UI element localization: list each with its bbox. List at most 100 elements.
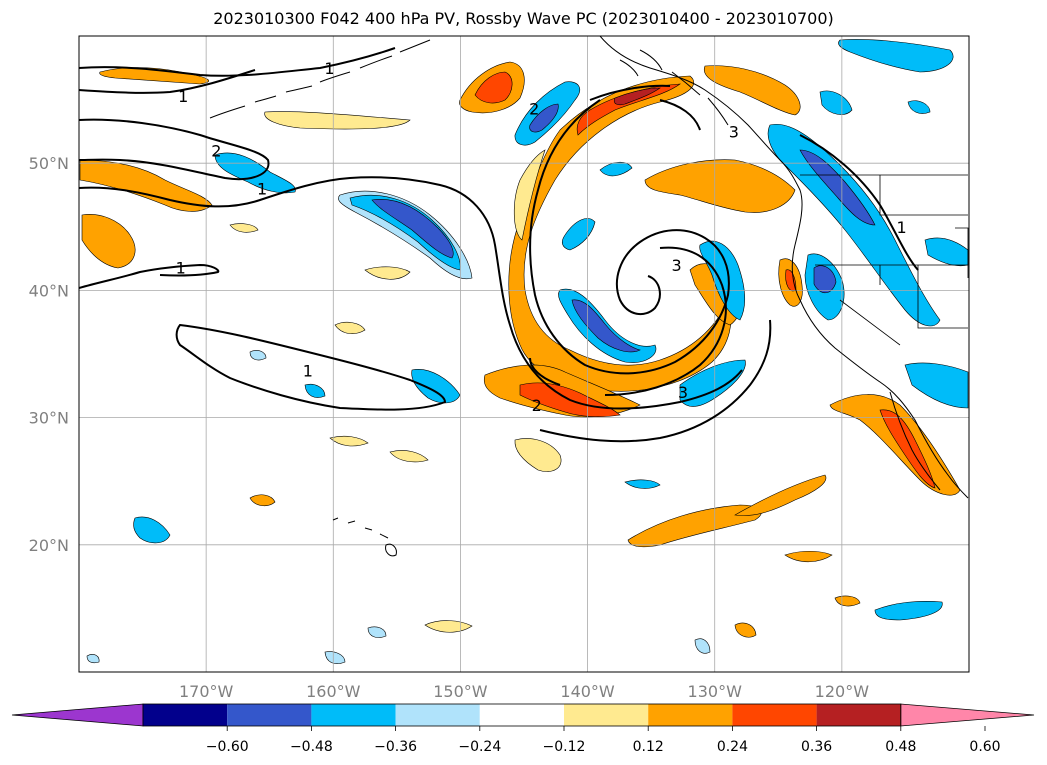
anomaly-nw-blue-core bbox=[529, 103, 559, 133]
anomaly-se-small-3 bbox=[734, 622, 757, 638]
pv-contours bbox=[79, 47, 919, 443]
contour-label: 3 bbox=[729, 122, 739, 141]
colorbar-segment bbox=[648, 704, 733, 726]
pv-contour-2-spiral bbox=[529, 84, 730, 375]
colorbar-extend-high bbox=[900, 703, 1035, 727]
contour-label: 2 bbox=[532, 396, 542, 415]
anomaly-arm-spiral bbox=[508, 75, 732, 392]
colorbar-tick-label: −0.48 bbox=[290, 739, 333, 755]
lon-tick-label: 170°W bbox=[179, 682, 234, 701]
pv-contour-2-south bbox=[539, 319, 772, 443]
contour-label: 3 bbox=[671, 256, 681, 275]
anomaly-arm-spiral-max bbox=[613, 87, 661, 106]
anomaly-mid-blue bbox=[561, 218, 596, 251]
anomaly-se-small-1 bbox=[784, 550, 833, 563]
map-gridlines bbox=[79, 36, 969, 672]
colorbar-segment bbox=[227, 704, 312, 726]
lon-tick-label: 150°W bbox=[433, 682, 488, 701]
anomaly-central-blue-3 bbox=[371, 199, 454, 259]
lat-tick-label: 30°N bbox=[29, 409, 69, 428]
contour-label: 2 bbox=[211, 141, 221, 160]
pv-contour-1-west bbox=[79, 176, 743, 410]
anomaly-ne-blue-2 bbox=[819, 90, 853, 115]
anomaly-west-blue-3 bbox=[304, 383, 326, 398]
anomaly-yellow-8 bbox=[424, 620, 473, 633]
aleutian-islands bbox=[209, 39, 431, 119]
baja-peninsula bbox=[889, 391, 941, 491]
anomaly-yellow-2 bbox=[229, 223, 259, 233]
pv-contour-1-north bbox=[79, 47, 396, 77]
anomaly-se-band-2 bbox=[734, 474, 827, 516]
anomaly-west-edge bbox=[81, 214, 136, 269]
anomaly-ne-blue bbox=[838, 39, 954, 73]
anomaly-west-blue-1 bbox=[214, 152, 296, 194]
lat-tick-label: 20°N bbox=[29, 536, 69, 555]
contour-labels: 1 1 2 1 1 1 2 3 3 2 3 1 bbox=[176, 59, 907, 415]
anomaly-pale-1 bbox=[249, 350, 267, 361]
colorbar-tick-label: 0.36 bbox=[801, 739, 832, 755]
map-frame bbox=[78, 35, 970, 673]
anomaly-small-blue-b bbox=[624, 479, 661, 489]
contour-label: 1 bbox=[897, 218, 907, 237]
anomaly-ne-strip bbox=[703, 65, 801, 116]
pv-contour-1-south-loop bbox=[175, 323, 447, 411]
negative-anomaly-fills bbox=[86, 39, 969, 664]
contour-label: 1 bbox=[176, 259, 186, 278]
anomaly-yellow-4 bbox=[364, 266, 411, 280]
anomaly-ne-blue-3 bbox=[907, 100, 931, 114]
colorbar-segment bbox=[479, 704, 564, 726]
pv-contour-3-north bbox=[659, 99, 701, 131]
contour-label: 1 bbox=[324, 59, 334, 78]
anomaly-ne-blue-4 bbox=[924, 237, 969, 267]
anomaly-yellow-7 bbox=[514, 438, 562, 472]
colorbar-tick-label: 0.12 bbox=[633, 739, 664, 755]
contour-label: 1 bbox=[303, 362, 313, 381]
map-title: 2023010300 F042 400 hPa PV, Rossby Wave … bbox=[213, 9, 834, 28]
axis-labels: 170°W 160°W 150°W 140°W 130°W 120°W 20°N 30°N 40… bbox=[29, 154, 870, 701]
anomaly-pale-5 bbox=[86, 654, 100, 664]
lat-tick-label: 50°N bbox=[29, 154, 69, 173]
anomaly-yellow-1 bbox=[264, 111, 411, 130]
lon-tick-label: 120°W bbox=[815, 682, 870, 701]
anomaly-orange-9 bbox=[249, 494, 276, 507]
anomaly-east-blue-lower bbox=[679, 359, 746, 407]
colorbar-tick-label: −0.24 bbox=[458, 739, 501, 755]
contour-label: 3 bbox=[678, 383, 688, 402]
anomaly-yellow-6 bbox=[389, 450, 429, 463]
anomaly-small-blue-a bbox=[599, 161, 633, 177]
anomaly-aleutian-red-core bbox=[474, 71, 513, 104]
anomaly-baja-core bbox=[879, 409, 936, 489]
anomaly-se-small-2 bbox=[834, 595, 861, 607]
north-america-coastline bbox=[599, 36, 969, 499]
anomaly-se-coast-blue bbox=[904, 362, 969, 409]
colorbar: −0.60 −0.48 −0.36 −0.24 −0.12 0.12 0.24 0.36 0.4… bbox=[11, 703, 1035, 755]
colorbar-tick-label: −0.60 bbox=[206, 739, 249, 755]
colorbar-segment bbox=[564, 704, 649, 726]
colorbar-tick-label: 0.24 bbox=[717, 739, 748, 755]
anomaly-yellow-5 bbox=[329, 435, 369, 447]
contour-label: 1 bbox=[257, 180, 267, 199]
anomaly-inland-blue-2 bbox=[813, 265, 837, 294]
colorbar-segment bbox=[816, 704, 901, 726]
hawaii-islands bbox=[332, 517, 397, 557]
colorbar-tick-label: 0.48 bbox=[885, 739, 916, 755]
anomaly-se-band-1 bbox=[627, 504, 762, 548]
pv-contour-2-north bbox=[79, 118, 270, 180]
contour-label: 1 bbox=[178, 87, 188, 106]
anomaly-west-blue-4 bbox=[133, 516, 171, 544]
anomaly-se-blue bbox=[874, 600, 943, 621]
lon-tick-label: 160°W bbox=[306, 682, 361, 701]
colorbar-segment bbox=[311, 704, 396, 726]
coastlines bbox=[209, 36, 969, 557]
contour-label: 2 bbox=[529, 100, 539, 119]
colorbar-segment bbox=[395, 704, 480, 726]
state-borders bbox=[800, 174, 969, 346]
colorbar-tick-label: −0.12 bbox=[543, 739, 586, 755]
anomaly-pale-2 bbox=[324, 651, 346, 664]
pv-contour-1-lower bbox=[79, 263, 220, 289]
anomaly-east-patch bbox=[644, 159, 796, 213]
pv-contour-3-spiral bbox=[529, 246, 727, 396]
anomaly-east-blue bbox=[699, 240, 746, 321]
lat-tick-label: 40°N bbox=[29, 281, 69, 300]
lon-tick-label: 130°W bbox=[688, 682, 743, 701]
